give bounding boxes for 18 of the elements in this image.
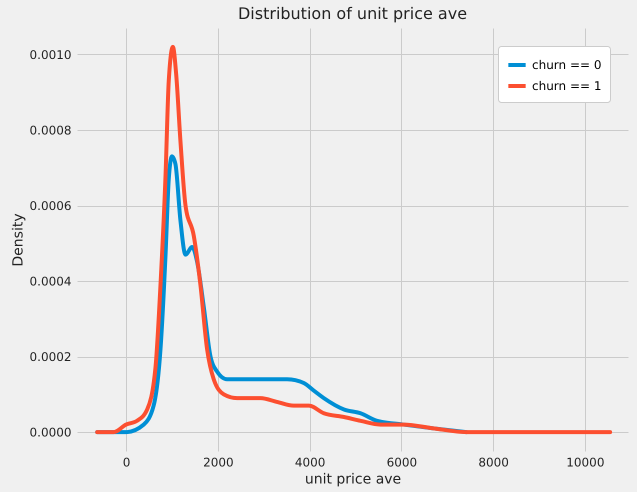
x-tick-label: 8000 [478,456,509,470]
y-tick-label: 0.0004 [30,274,72,289]
legend-label: churn == 0 [532,58,602,72]
line-series [95,44,612,434]
y-tick-label: 0.0008 [30,123,72,138]
x-tick-label: 0 [122,456,130,470]
legend-label: churn == 1 [532,79,602,93]
x-tick-label: 6000 [386,456,418,470]
x-axis-title: unit price ave [304,472,402,488]
y-tick-label: 0.0010 [30,48,72,62]
y-axis-title: Density [10,213,27,267]
chart-title: Distribution of unit price ave [238,4,468,23]
x-tick-label: 4000 [294,456,326,470]
y-tick-label: 0.0000 [30,426,72,440]
x-tick-label: 10000 [566,456,604,470]
y-tick-label: 0.0002 [30,350,72,364]
x-tick-label: 2000 [203,456,234,470]
y-tick-label: 0.0006 [30,199,72,214]
